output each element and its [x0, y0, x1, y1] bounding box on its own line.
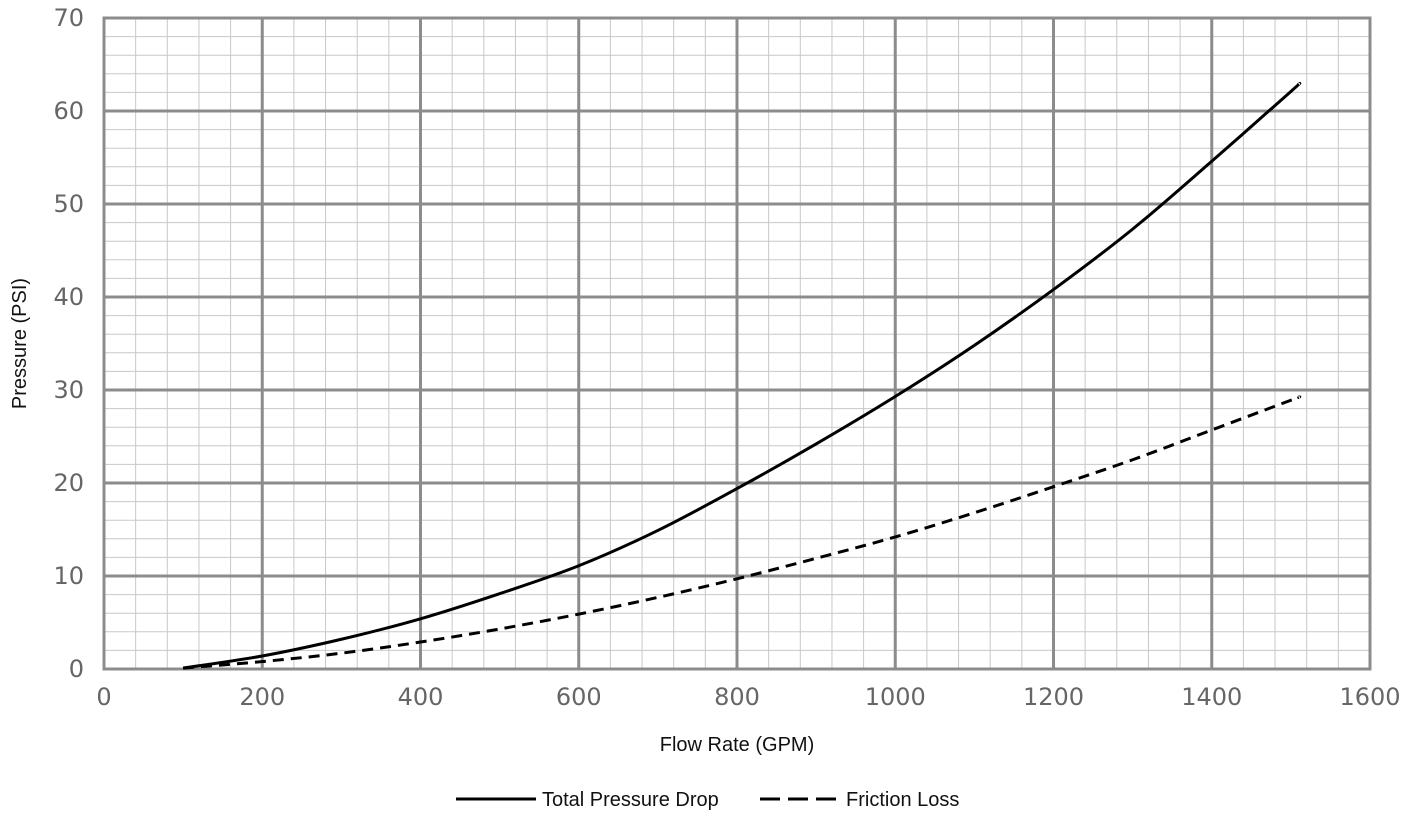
x-tick-label: 1400 — [1181, 683, 1242, 711]
y-axis-tick-labels: 0 10 20 30 40 50 60 70 — [53, 4, 84, 683]
y-tick-label: 0 — [69, 655, 84, 683]
y-tick-label: 30 — [53, 376, 84, 404]
x-tick-label: 200 — [239, 683, 285, 711]
y-tick-label: 60 — [53, 97, 84, 125]
y-tick-label: 70 — [53, 4, 84, 32]
legend-label-2: Friction Loss — [846, 789, 959, 811]
legend-label-1: Total Pressure Drop — [542, 789, 719, 811]
y-tick-label: 20 — [53, 469, 84, 497]
series-layer — [182, 81, 1302, 670]
plot-area-frame — [102, 16, 1372, 671]
y-tick-label: 50 — [53, 190, 84, 218]
x-axis-tick-labels: 0 200 400 600 800 1000 1200 1400 1600 — [96, 683, 1400, 711]
series-line-1 — [182, 81, 1302, 670]
x-tick-label: 1000 — [865, 683, 926, 711]
x-tick-label: 800 — [714, 683, 760, 711]
y-tick-label: 40 — [53, 283, 84, 311]
x-tick-label: 1200 — [1023, 683, 1084, 711]
x-tick-label: 400 — [398, 683, 444, 711]
y-tick-label: 10 — [53, 562, 84, 590]
x-axis-title: Flow Rate (GPM) — [660, 734, 814, 756]
legend: Total Pressure Drop Friction Loss — [456, 789, 959, 811]
x-tick-label: 0 — [96, 683, 111, 711]
y-axis-title: Pressure (PSI) — [9, 278, 31, 409]
x-tick-label: 1600 — [1339, 683, 1400, 711]
series-line-2 — [183, 395, 1302, 670]
x-tick-label: 600 — [556, 683, 602, 711]
